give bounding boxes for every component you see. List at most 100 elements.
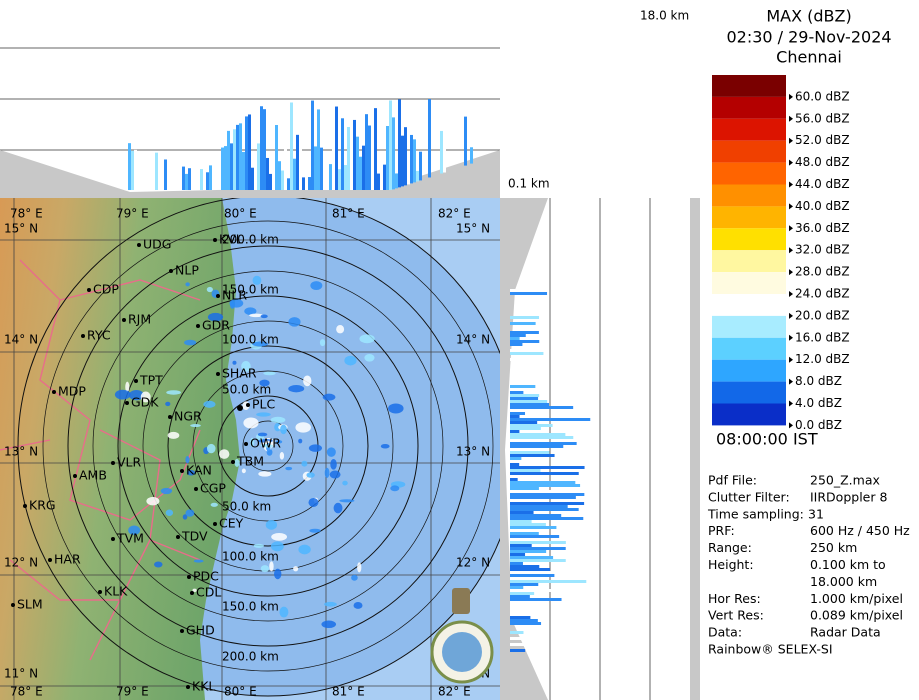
- colorbar-tick: [789, 159, 793, 166]
- echo: [510, 409, 531, 412]
- echo: [332, 100, 335, 190]
- echo: [510, 385, 536, 388]
- echo: [510, 481, 576, 484]
- echo: [236, 124, 239, 190]
- echo: [341, 118, 344, 190]
- echo: [146, 496, 160, 506]
- echo: [298, 438, 303, 444]
- echo: [510, 619, 538, 622]
- echo: [270, 541, 284, 552]
- echo: [279, 606, 289, 618]
- colorbar-label: 8.0 dBZ: [795, 374, 842, 388]
- colorbar-tick: [789, 334, 793, 341]
- echo: [428, 99, 431, 178]
- echo: [167, 431, 180, 439]
- echo: [338, 169, 341, 190]
- echo: [510, 505, 568, 508]
- colorbar-tick: [789, 291, 793, 297]
- echo: [206, 286, 213, 293]
- echo: [510, 394, 540, 397]
- radar-site: [237, 405, 243, 411]
- echo: [259, 379, 270, 387]
- range-label: 150.0 km: [222, 600, 279, 614]
- echo: [241, 360, 251, 372]
- echo: [241, 468, 246, 474]
- town-dot: [137, 243, 141, 247]
- echo: [114, 389, 131, 400]
- echo: [311, 100, 314, 190]
- echo: [269, 173, 272, 190]
- echo: [386, 126, 389, 190]
- echo: [510, 397, 539, 400]
- town-dot: [23, 504, 27, 508]
- town-label: TPT: [139, 373, 163, 388]
- echo: [193, 559, 204, 563]
- echo: [232, 360, 237, 365]
- echo: [160, 487, 173, 495]
- echo: [401, 135, 404, 187]
- echo: [510, 583, 539, 586]
- echo: [510, 475, 532, 478]
- echo: [155, 152, 158, 190]
- echo: [263, 371, 276, 376]
- info-value: IIRDoppler 8: [810, 489, 887, 504]
- map: 78° E 78° E 79° E 79° E 80° E 80° E 81° E 81° E…: [0, 198, 500, 700]
- colorbar-swatch: [712, 96, 786, 119]
- echo: [310, 281, 323, 291]
- echo: [209, 165, 212, 190]
- echo: [510, 517, 584, 520]
- town-dot: [11, 603, 15, 607]
- echo: [419, 151, 422, 181]
- range-rings: [17, 198, 500, 697]
- echo: [395, 173, 398, 189]
- colorbar-tick: [789, 378, 793, 385]
- longitude-label: 78° E: [10, 685, 43, 699]
- info-value: 250 km: [810, 540, 857, 555]
- town-dot: [213, 238, 217, 242]
- latitude-label: 12° N: [456, 556, 490, 570]
- echo: [510, 538, 541, 541]
- longitude-label: 81° E: [332, 207, 365, 221]
- colorbar-swatch: [712, 184, 786, 207]
- latitude-label: 12° N: [4, 556, 38, 570]
- echo: [510, 631, 524, 634]
- echo: [249, 313, 264, 318]
- echo: [510, 532, 539, 535]
- info-label: Data:: [708, 625, 742, 640]
- echo: [284, 106, 287, 190]
- echo: [510, 442, 577, 445]
- echo: [510, 607, 517, 610]
- longitude-label: 81° E: [332, 685, 365, 699]
- colorbar-swatch: [712, 118, 786, 141]
- echo: [166, 390, 181, 395]
- echo: [326, 447, 336, 457]
- echo: [274, 568, 282, 580]
- echo: [510, 535, 560, 538]
- echo: [185, 173, 188, 190]
- colorbar-label: 48.0 dBZ: [795, 155, 850, 169]
- echo: [293, 566, 299, 572]
- echo: [510, 433, 566, 436]
- echo: [206, 443, 216, 454]
- town-dot: [176, 535, 180, 539]
- town-label: KVL: [219, 232, 243, 247]
- echo: [510, 343, 523, 346]
- echo: [265, 519, 278, 530]
- echo: [270, 416, 286, 424]
- range-ring: [142, 320, 394, 572]
- echo: [365, 114, 368, 190]
- colorbar-tick: [789, 269, 793, 276]
- footer: Rainbow® SELEX-SI: [708, 642, 833, 657]
- echo: [254, 162, 257, 190]
- info-value: 0.100 km to: [810, 557, 886, 572]
- echo: [285, 466, 293, 471]
- info-label: PRF:: [708, 523, 735, 538]
- town-label: CEY: [219, 516, 244, 531]
- info-panel: 18.0 km 0.1 km MAX (dBZ) 02:30 / 29-Nov-…: [508, 7, 910, 657]
- echo: [269, 561, 274, 572]
- town-label: RJM: [128, 312, 151, 327]
- echo: [308, 177, 311, 190]
- info-label: Clutter Filter:: [708, 489, 790, 504]
- range-label: 150.0 km: [222, 283, 279, 297]
- echo: [320, 147, 323, 190]
